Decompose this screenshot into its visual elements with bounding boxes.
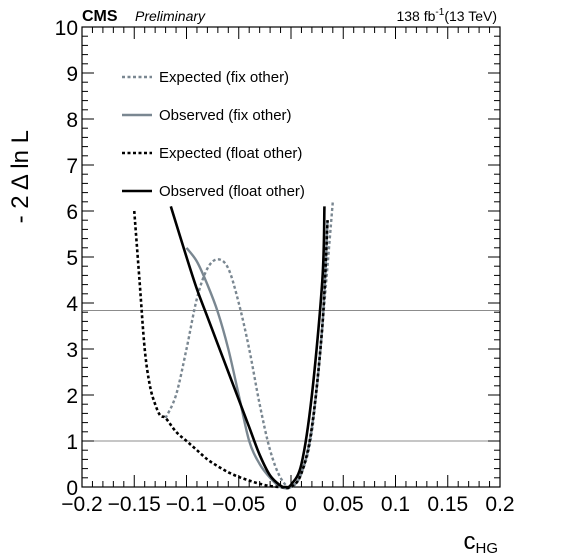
y-tick-label: 2: [66, 385, 78, 408]
x-tick-label: 0.15: [427, 493, 468, 516]
y-tick-label: 10: [55, 17, 78, 40]
y-tick-label: 4: [66, 293, 78, 316]
x-axis-symbol: c: [464, 528, 476, 555]
series-line-0: [164, 201, 334, 489]
reference-lines: [82, 309, 500, 442]
legend-entry-label: Observed (float other): [159, 183, 305, 200]
status-label: Preliminary: [135, 8, 206, 24]
tick-labels: −0.2 −0.15 −0.1 −0.05 0 0.05 0.1 0.15 0.2 0 1 2 3 4 5 6…: [55, 17, 515, 516]
y-axis-title: - 2 Δ ln L: [7, 130, 34, 223]
x-tick-label: 0.2: [485, 493, 514, 516]
x-axis-title: cHG: [464, 528, 499, 557]
plot-frame: [81, 26, 501, 488]
legend-entry-label: Expected (fix other): [159, 69, 289, 86]
y-tick-label: 0: [66, 477, 78, 500]
y-tick-label: 3: [66, 339, 78, 362]
legend-entry-label: Observed (fix other): [159, 107, 292, 124]
y-tick-label: 9: [66, 63, 78, 86]
legend: Expected (fix other) Observed (fix other)…: [122, 69, 305, 200]
x-tick-label: 0: [285, 493, 297, 516]
x-tick-label: 0.1: [381, 493, 410, 516]
x-tick-label: −0.05: [212, 493, 265, 516]
y-tick-label: 6: [66, 201, 78, 224]
x-tick-label: −0.2: [61, 493, 102, 516]
series-line-2: [132, 210, 329, 490]
series-line-3: [169, 206, 326, 489]
experiment-label: CMS: [82, 8, 118, 25]
x-tick-label: −0.1: [166, 493, 207, 516]
energy-value: (13 TeV): [444, 8, 497, 24]
series-lines: [132, 201, 334, 490]
lumi-exponent: -1: [435, 7, 444, 18]
axis-ticks: [81, 26, 501, 488]
lumi-label: 138 fb-1(13 TeV): [396, 7, 497, 24]
x-tick-label: 0.05: [323, 493, 364, 516]
x-tick-label: −0.15: [108, 493, 161, 516]
legend-entry-label: Expected (float other): [159, 145, 302, 162]
y-tick-label: 7: [66, 155, 78, 178]
lumi-value: 138 fb: [396, 8, 435, 24]
y-tick-label: 5: [66, 247, 78, 270]
series-line-1: [185, 220, 329, 490]
y-tick-label: 1: [66, 431, 78, 454]
x-axis-subscript: HG: [476, 540, 499, 557]
y-tick-label: 8: [66, 109, 78, 132]
